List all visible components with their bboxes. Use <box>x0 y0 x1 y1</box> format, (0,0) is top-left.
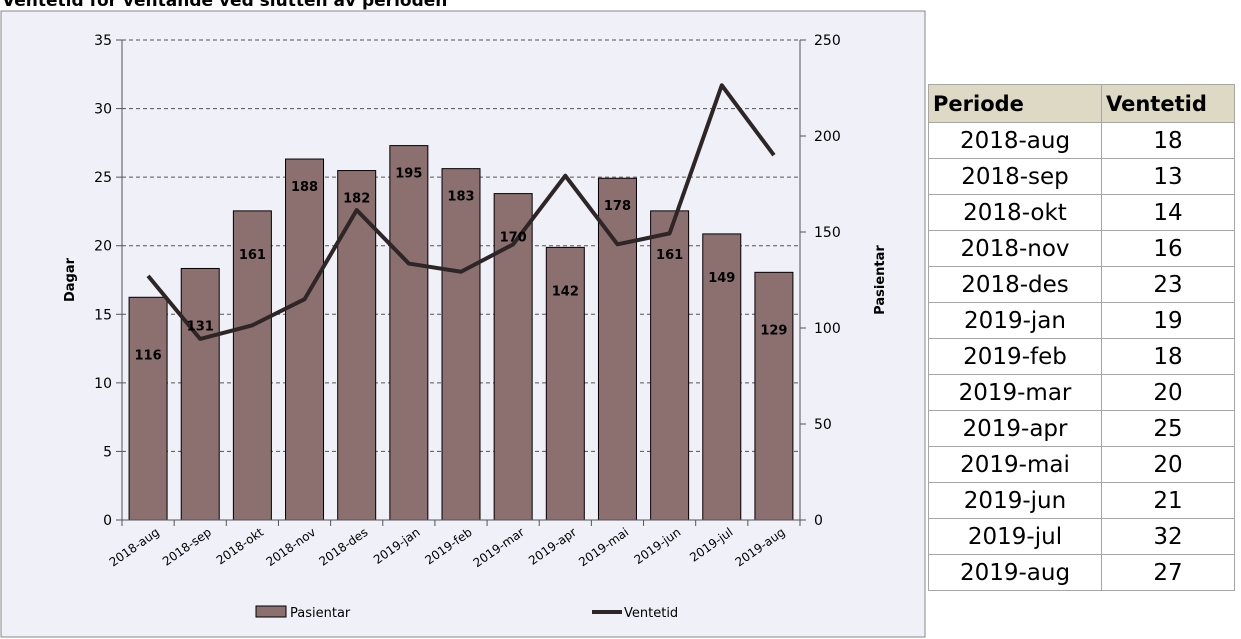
table-row: 2019-jul 32 <box>928 518 1235 555</box>
cell-ventetid: 23 <box>1101 266 1235 303</box>
y-tick-label-left: 35 <box>94 33 112 49</box>
bar-data-label: 161 <box>239 248 266 263</box>
y-tick-label-left: 5 <box>103 444 112 460</box>
cell-ventetid: 16 <box>1101 230 1235 267</box>
bar <box>702 233 742 521</box>
legend-label-pasientar: Pasientar <box>290 606 351 621</box>
bar-data-label: 183 <box>447 190 474 205</box>
cell-periode: 2018-sep <box>928 158 1102 195</box>
cell-ventetid: 25 <box>1101 410 1235 447</box>
table-header-row: Periode Ventetid <box>928 84 1235 123</box>
cell-periode: 2019-feb <box>928 338 1102 375</box>
cell-periode: 2019-jun <box>928 482 1102 519</box>
table-row: 2018-sep 13 <box>928 158 1235 195</box>
bar <box>285 158 325 521</box>
bar-data-label: 129 <box>760 323 787 338</box>
cell-ventetid: 18 <box>1101 338 1235 375</box>
table-row: 2018-nov 16 <box>928 230 1235 267</box>
table-row: 2018-des 23 <box>928 266 1235 303</box>
cell-periode: 2019-mar <box>928 374 1102 411</box>
cell-ventetid: 18 <box>1101 122 1235 159</box>
y-axis-title-left: Dagar <box>63 257 78 302</box>
y-tick-label-left: 20 <box>94 239 112 255</box>
bar-data-label: 182 <box>343 192 370 207</box>
legend-label-ventetid: Ventetid <box>624 606 678 621</box>
table-row: 2019-feb 18 <box>928 338 1235 375</box>
table-row: 2019-jun 21 <box>928 482 1235 519</box>
chart-title: Ventetid for ventande ved slutten av per… <box>2 0 448 11</box>
header-periode: Periode <box>928 84 1102 123</box>
legend-swatch-pasientar <box>255 605 287 618</box>
cell-periode: 2018-nov <box>928 230 1102 267</box>
table-row: 2019-jan 19 <box>928 302 1235 339</box>
cell-ventetid: 14 <box>1101 194 1235 231</box>
bar <box>754 271 794 521</box>
cell-periode: 2019-mai <box>928 446 1102 483</box>
y-tick-label-right: 0 <box>814 513 823 529</box>
bar <box>180 267 220 521</box>
cell-periode: 2019-apr <box>928 410 1102 447</box>
cell-ventetid: 21 <box>1101 482 1235 519</box>
bar-data-label: 142 <box>552 284 579 299</box>
bar <box>650 210 690 521</box>
cell-ventetid: 19 <box>1101 302 1235 339</box>
bar-data-label: 188 <box>291 180 318 195</box>
y-tick-label-left: 25 <box>94 170 112 186</box>
cell-ventetid: 13 <box>1101 158 1235 195</box>
bar-data-label: 131 <box>187 319 214 334</box>
bar <box>441 168 481 521</box>
y-axis-title-right: Pasientar <box>873 245 888 315</box>
table-row: 2019-mar 20 <box>928 374 1235 411</box>
cell-periode: 2018-aug <box>928 122 1102 159</box>
cell-ventetid: 32 <box>1101 518 1235 555</box>
ventetid-table: Periode Ventetid 2018-aug 18 2018-sep 13 201… <box>928 84 1235 591</box>
combo-chart: 051015202530350501001502002502018-aug201… <box>0 10 926 638</box>
y-tick-label-right: 250 <box>814 33 841 49</box>
y-tick-label-left: 30 <box>94 102 112 118</box>
bar-data-label: 116 <box>135 348 162 363</box>
bar-data-label: 161 <box>656 248 683 263</box>
cell-periode: 2019-jan <box>928 302 1102 339</box>
bar-data-label: 178 <box>604 199 631 214</box>
y-tick-label-right: 150 <box>814 225 841 241</box>
bar <box>232 210 272 521</box>
y-tick-label-right: 200 <box>814 129 841 145</box>
table-row: 2019-apr 25 <box>928 410 1235 447</box>
cell-periode: 2019-aug <box>928 554 1102 591</box>
bar <box>389 145 429 521</box>
table-row: 2019-mai 20 <box>928 446 1235 483</box>
y-tick-label-right: 50 <box>814 417 832 433</box>
ventetid-line <box>146 83 776 341</box>
table-row: 2019-aug 27 <box>928 554 1235 591</box>
y-tick-label-left: 15 <box>94 307 112 323</box>
y-tick-label-left: 0 <box>103 513 112 529</box>
cell-periode: 2018-okt <box>928 194 1102 231</box>
y-tick-label-left: 10 <box>94 376 112 392</box>
cell-periode: 2018-des <box>928 266 1102 303</box>
bar-data-label: 195 <box>395 167 422 182</box>
cell-ventetid: 20 <box>1101 374 1235 411</box>
header-ventetid: Ventetid <box>1101 84 1235 123</box>
cell-ventetid: 20 <box>1101 446 1235 483</box>
bar-data-label: 149 <box>708 271 735 286</box>
y-tick-label-right: 100 <box>814 321 841 337</box>
table-row: 2018-aug 18 <box>928 122 1235 159</box>
bar <box>128 296 168 521</box>
table-row: 2018-okt 14 <box>928 194 1235 231</box>
bar-data-label: 170 <box>500 231 527 246</box>
cell-periode: 2019-jul <box>928 518 1102 555</box>
cell-ventetid: 27 <box>1101 554 1235 591</box>
